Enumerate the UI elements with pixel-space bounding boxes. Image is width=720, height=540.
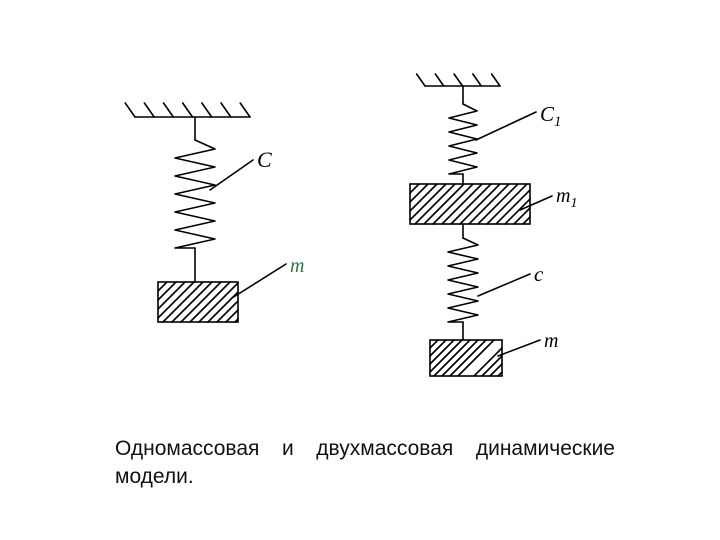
label-right-c: c	[534, 262, 543, 287]
figure-caption: Одномассовая и двухмассовая динамические…	[115, 435, 615, 492]
label-left-m: m	[290, 255, 304, 278]
label-left-C: C	[257, 147, 272, 173]
label-right-m: m	[544, 330, 558, 353]
label-right-C1: C1	[540, 102, 561, 131]
label-right-m1: m1	[556, 185, 577, 212]
caption-text: Одномассовая и двухмассовая динамические…	[115, 437, 615, 488]
